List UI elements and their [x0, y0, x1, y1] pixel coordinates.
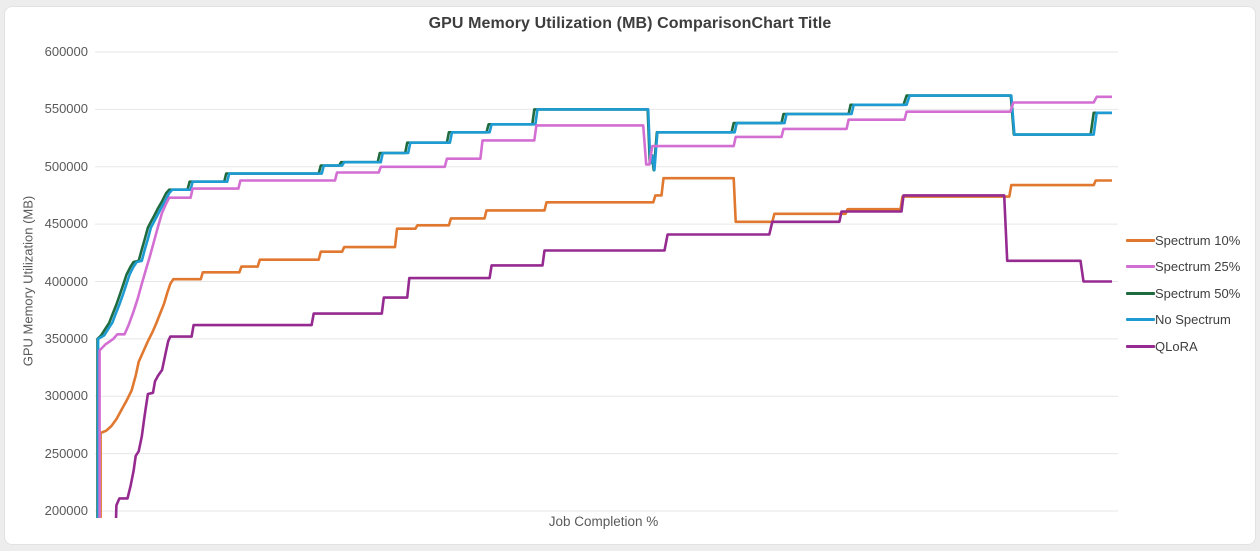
legend-item-label: No Spectrum — [1155, 312, 1231, 327]
legend-item-label: Spectrum 50% — [1155, 285, 1241, 301]
y-tick-label: 500000 — [44, 158, 88, 174]
legend-item-spectrum-25-: Spectrum 25% — [1126, 259, 1240, 275]
series-line-spectrum-50- — [96, 94, 1112, 518]
y-tick-label: 350000 — [44, 330, 88, 346]
legend-item-label: QLoRA — [1155, 338, 1198, 354]
y-tick-label: 600000 — [44, 44, 88, 59]
legend-item-label: Spectrum 10% — [1155, 232, 1241, 248]
y-tick-label: 300000 — [44, 388, 88, 404]
series-lines — [96, 94, 1112, 518]
legend-swatch — [1126, 318, 1155, 321]
y-tick-label: 450000 — [44, 216, 88, 232]
card-background — [4, 6, 1256, 545]
y-tick-label: 550000 — [44, 101, 88, 117]
series-line-no-spectrum — [96, 94, 1112, 518]
legend-item-qlora: QLoRA — [1126, 338, 1198, 354]
chart-title: GPU Memory Utilization (MB) ComparisonCh… — [428, 15, 832, 32]
series-line-spectrum-25- — [98, 95, 1112, 518]
gridlines — [95, 51, 1118, 512]
y-tick-label: 200000 — [44, 503, 88, 518]
x-axis-title: Job Completion % — [548, 514, 659, 529]
legend-item-spectrum-10-: Spectrum 10% — [1126, 232, 1240, 248]
series-line-spectrum-10- — [99, 176, 1112, 518]
legend-item-label: Spectrum 25% — [1155, 259, 1241, 274]
y-tick-label: 400000 — [44, 273, 88, 289]
legend-item-spectrum-50-: Spectrum 50% — [1126, 285, 1240, 301]
legend-swatch — [1126, 238, 1155, 242]
legend-swatch — [1126, 265, 1155, 268]
y-tick-label: 250000 — [44, 445, 88, 461]
y-axis-title: GPU Memory Utilization (MB) — [20, 195, 36, 367]
legend-item-no-spectrum: No Spectrum — [1126, 312, 1231, 328]
series-line-qlora — [114, 194, 1112, 518]
legend-swatch — [1126, 344, 1155, 348]
legend-swatch — [1126, 291, 1155, 295]
